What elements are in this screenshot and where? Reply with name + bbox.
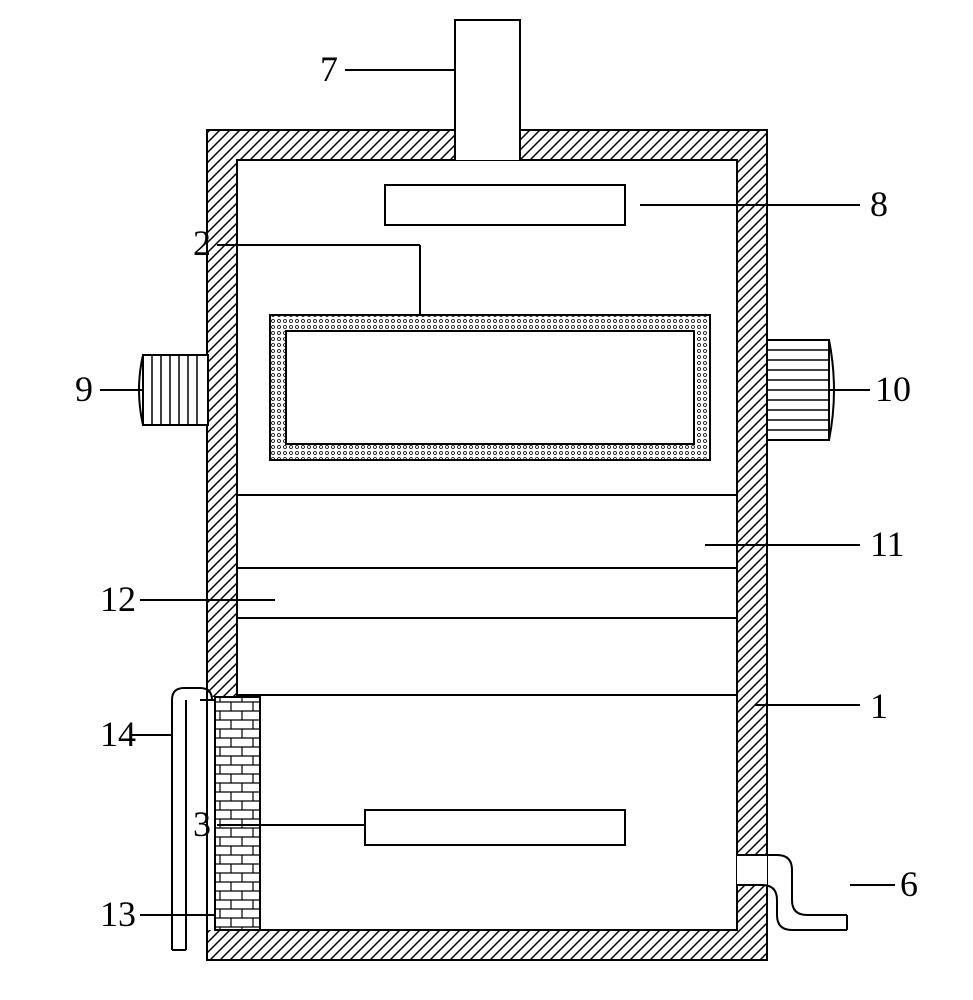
partitions [237,495,737,695]
label-10: 10 [875,368,911,410]
label-7: 7 [320,48,338,90]
label-3: 3 [193,803,211,845]
label-13: 13 [100,893,136,935]
label-6: 6 [900,863,918,905]
plate-8 [385,185,625,225]
label-11: 11 [870,523,905,565]
label-9: 9 [75,368,93,410]
heater-3 [365,810,625,845]
top-inlet [455,20,520,160]
motor-9 [139,355,208,425]
label-1: 1 [870,685,888,727]
gear-10 [767,340,834,440]
diagram-container: 7 8 2 9 10 11 12 1 14 3 6 13 [0,0,973,1000]
label-2: 2 [193,222,211,264]
diagram-svg [0,0,973,1000]
label-8: 8 [870,183,888,225]
frame-2 [270,315,710,460]
label-12: 12 [100,578,136,620]
brick-column-13 [207,697,260,930]
label-14: 14 [100,713,136,755]
